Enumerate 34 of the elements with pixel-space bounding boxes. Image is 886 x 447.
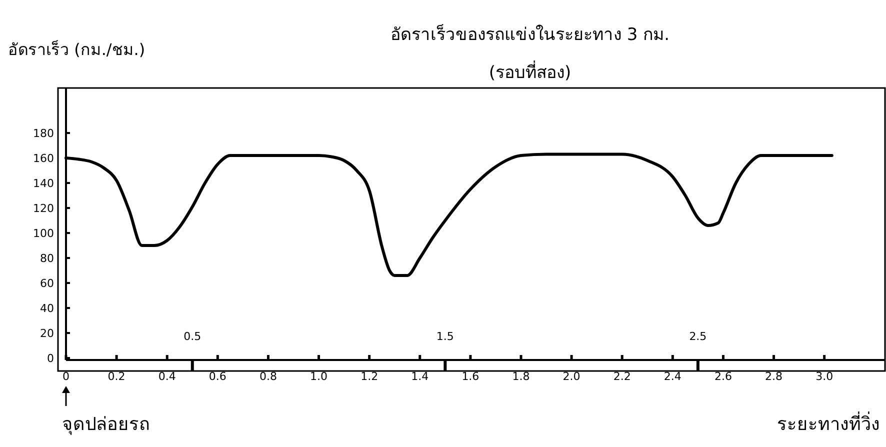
x-tick-label: 0 (62, 370, 70, 383)
y-tick-label: 160 (33, 152, 54, 165)
x-tick-label: 1.8 (512, 370, 530, 383)
x-tick-label: 0.8 (259, 370, 277, 383)
x-tick-label: 1.2 (360, 370, 378, 383)
chart-title: อัดราเร็วของรถแข่งในระยะทาง 3 กม. (390, 23, 670, 45)
x-tick-label: 2.6 (714, 370, 732, 383)
x-tick-label: 1.4 (411, 370, 429, 383)
x2-tick-label: 2.5 (689, 330, 707, 343)
x-tick-label: 1.6 (462, 370, 480, 383)
x2-tick-label: 0.5 (184, 330, 202, 343)
y-tick-label: 100 (33, 226, 54, 240)
x-tick-label: 3.0 (816, 370, 834, 383)
x-tick-label: 1.0 (310, 370, 328, 383)
x-tick-label: 0.6 (208, 370, 226, 383)
y-tick-label: 180 (33, 126, 54, 140)
y-tick-label: 0 (47, 352, 54, 365)
x-tick-label: 2.4 (664, 370, 682, 383)
y-tick-label: 20 (40, 326, 54, 340)
x-tick-label: 2.8 (765, 370, 783, 383)
x-tick-label: 0.2 (108, 370, 126, 383)
x-axis-title: ระยะทางที่วิ่ง (777, 411, 880, 435)
y-tick-label: 40 (40, 302, 54, 315)
x-tick-label: 2.2 (613, 370, 631, 383)
x-tick-label: 2.0 (562, 370, 580, 383)
text: จุดปล่อยรถ (62, 414, 150, 435)
y-axis-title: อัดราเร็ว (กม./ชม.) (8, 39, 146, 59)
x2-tick-label: 1.5 (436, 330, 454, 343)
y-tick-label: 60 (40, 276, 54, 290)
x-tick-label: 0.4 (158, 370, 176, 383)
y-tick-label: 80 (40, 252, 54, 265)
y-tick-label: 140 (33, 176, 54, 190)
y-tick-label: 120 (33, 202, 54, 215)
chart-subtitle: (รอบที่สอง) (488, 60, 572, 83)
